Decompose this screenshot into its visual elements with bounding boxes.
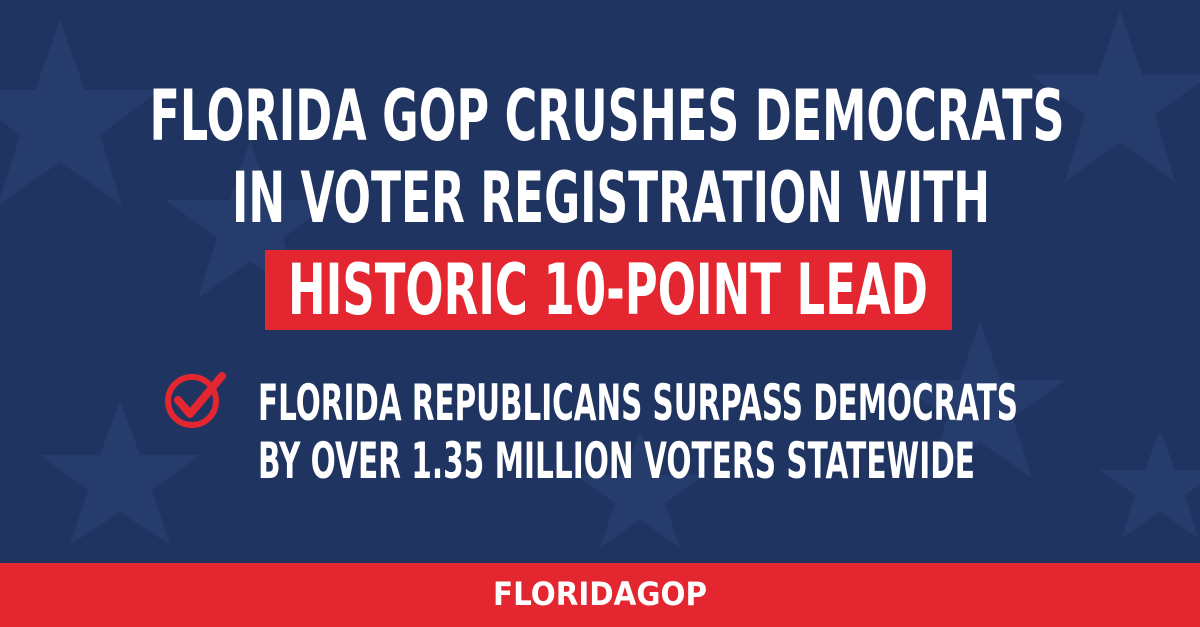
headline-highlight: HISTORIC 10-POINT LEAD (288, 249, 928, 331)
headline-line: FLORIDA GOP CRUSHES DEMOCRATS (150, 75, 1065, 157)
footer-logo: FLORIDAGOP (493, 575, 707, 613)
footer-band (0, 563, 1200, 627)
check-icon (165, 372, 226, 428)
headline-line: IN VOTER REGISTRATION WITH (232, 157, 990, 239)
bullet-line: FLORIDA REPUBLICANS SURPASS DEMOCRATS (258, 374, 1018, 432)
background-stars (0, 10, 1200, 548)
highlight-box (265, 250, 952, 330)
bullet-line: BY OVER 1.35 MILLION VOTERS STATEWIDE (258, 432, 975, 490)
